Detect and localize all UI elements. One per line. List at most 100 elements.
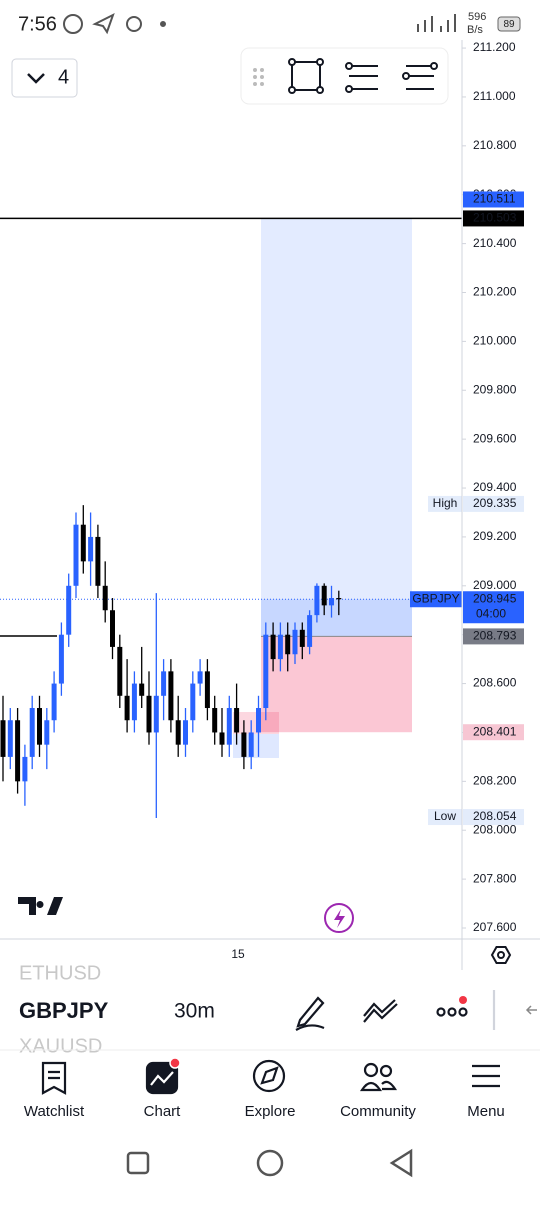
status-time: 7:56	[18, 13, 57, 35]
drawing-box	[233, 734, 279, 758]
candle-body	[131, 683, 137, 721]
price-tag: GBPJPY	[412, 591, 459, 605]
y-tick-label: 210.800	[473, 138, 517, 152]
fib-tool[interactable]	[345, 62, 378, 93]
price-label-box	[463, 495, 524, 512]
candle-body	[0, 720, 6, 757]
candle-body	[219, 732, 225, 745]
target-zone	[261, 218, 412, 637]
y-tick-label: 211.000	[473, 89, 516, 103]
current-symbol[interactable]: GBPJPY	[19, 998, 109, 1023]
y-tick-label: 211.200	[473, 40, 516, 54]
rect-tool[interactable]	[291, 61, 321, 91]
indicators-icon[interactable]	[363, 999, 398, 1023]
y-tick-label: 209.000	[473, 578, 517, 592]
candle-body	[117, 646, 123, 696]
next-symbol[interactable]: XAUUSD	[19, 1035, 102, 1057]
nav-label[interactable]: Menu	[467, 1103, 505, 1120]
layout-button[interactable]	[11, 58, 78, 98]
nav-label[interactable]: Chart	[144, 1103, 182, 1120]
candle-body	[277, 634, 283, 660]
nav-label[interactable]: Watchlist	[24, 1103, 85, 1120]
candle-body	[168, 671, 174, 721]
more-icon[interactable]	[436, 1007, 468, 1017]
interval[interactable]: 30m	[174, 1000, 215, 1023]
nav-icons	[41, 1057, 500, 1095]
candle-body	[234, 708, 240, 733]
battery-level: 89	[503, 19, 515, 30]
price-label-box	[463, 628, 524, 645]
alert-bolt	[334, 909, 345, 928]
back-button[interactable]	[389, 1148, 413, 1178]
chart: 207.600207.800208.000208.200208.400208.6…	[0, 40, 524, 934]
open-profit-zone	[261, 599, 412, 637]
price-label: 208.054	[473, 809, 517, 823]
candle-body	[212, 708, 218, 733]
candle-body	[190, 683, 196, 721]
candle-body	[329, 598, 334, 606]
stop-zone	[261, 636, 412, 733]
price-label-box	[463, 591, 524, 624]
nav-label[interactable]: Community	[340, 1103, 416, 1120]
candle-body	[44, 720, 50, 745]
candle-body	[139, 683, 145, 696]
chevron-icon	[27, 73, 45, 84]
nav-label[interactable]: Explore	[245, 1103, 296, 1120]
settings-icon[interactable]	[490, 946, 512, 964]
price-tag-box	[428, 809, 462, 826]
system-nav	[126, 1148, 413, 1178]
candle-body	[102, 585, 108, 611]
price-label-box	[463, 809, 524, 826]
price-label: 210.503	[473, 211, 517, 225]
countdown: 04:00	[476, 606, 506, 620]
y-tick-label: 208.200	[473, 774, 517, 788]
candle-body	[197, 671, 203, 684]
y-tick-label: 210.400	[473, 236, 517, 250]
y-tick-label: 209.400	[473, 480, 517, 494]
draw-icon[interactable]	[295, 996, 325, 1031]
position-tool[interactable]	[402, 62, 438, 90]
candle-body	[66, 585, 72, 635]
prev-symbol[interactable]: ETHUSD	[19, 962, 101, 984]
y-tick-label: 207.600	[473, 920, 517, 934]
symbol-bar-icons	[295, 990, 537, 1031]
candle-body	[241, 732, 247, 757]
candle-body	[22, 756, 28, 782]
candle-body	[73, 524, 79, 586]
recents-button[interactable]	[126, 1151, 150, 1175]
candle-body	[292, 629, 298, 655]
candle-body	[285, 634, 291, 655]
price-label: 208.401	[473, 724, 517, 738]
candle-body	[95, 536, 101, 586]
tradingview-logo	[18, 897, 63, 915]
price-label: 208.793	[473, 629, 517, 643]
net-unit: B/s	[467, 24, 483, 36]
candle-body	[37, 708, 42, 745]
y-tick-label: 209.200	[473, 529, 517, 543]
candle-body	[321, 585, 327, 606]
price-label: 210.511	[473, 192, 516, 206]
y-tick-label: 210.200	[473, 285, 517, 299]
candle-body	[307, 615, 313, 647]
candle-body	[88, 536, 94, 562]
price-tag: Low	[434, 809, 456, 823]
price-label: 209.335	[473, 496, 517, 510]
net-speed: 596	[468, 11, 486, 23]
price-tag-box	[428, 495, 462, 512]
home-button[interactable]	[256, 1149, 284, 1177]
y-tick-label: 207.800	[473, 871, 517, 885]
candle-body	[270, 634, 276, 660]
candle-body	[256, 708, 261, 733]
alert-icon[interactable]	[324, 903, 354, 933]
candle-body	[263, 634, 269, 709]
battery	[497, 16, 521, 32]
toolbar-icons	[253, 58, 438, 94]
candle-body	[29, 708, 35, 757]
layout-count: 4	[58, 66, 69, 88]
candle-body	[336, 598, 342, 600]
price-tag: High	[433, 496, 458, 510]
candle-body	[7, 720, 13, 757]
candle-body	[110, 610, 115, 647]
